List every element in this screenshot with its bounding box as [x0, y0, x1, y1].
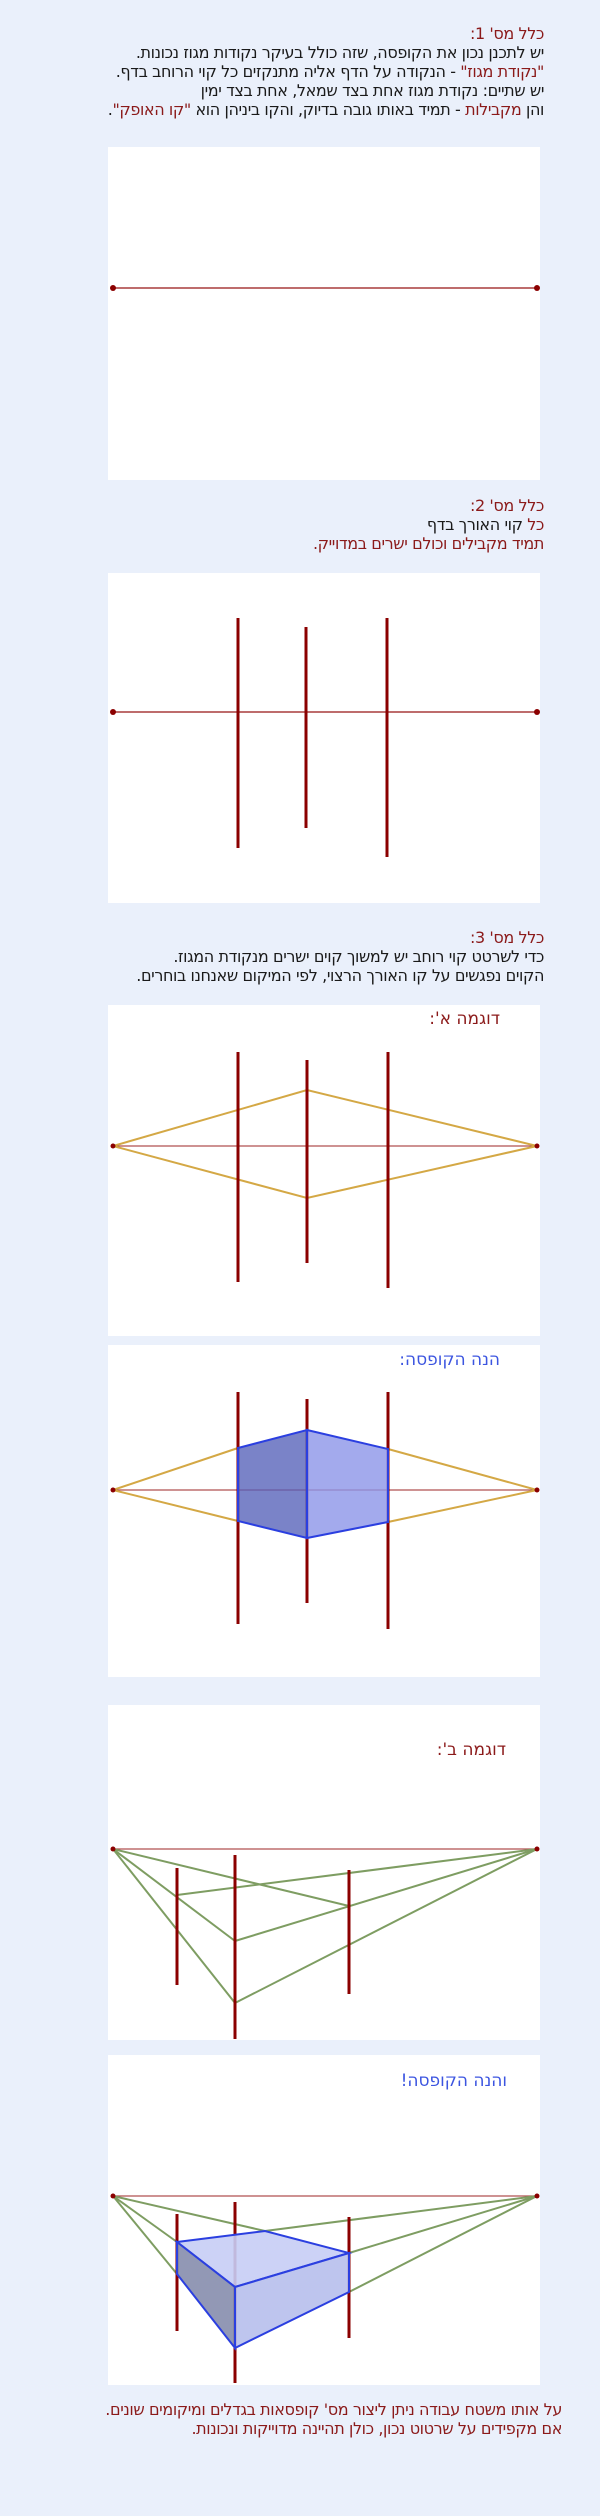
guide-line	[112, 1489, 239, 1522]
guide-line-lower	[112, 1145, 538, 1200]
vanishing-point-right	[534, 1143, 540, 1149]
box-right-face	[306, 1428, 389, 1540]
rule2-title: כלל מס' 2:	[469, 496, 544, 515]
vanishing-point-left	[110, 2193, 116, 2199]
guide-line	[112, 1848, 236, 1942]
guide-line	[234, 1848, 538, 1942]
term-parallel: מקבילות	[465, 100, 522, 119]
diagram-box-a: הנה הקופסה:	[108, 1345, 540, 1677]
closing-line1: על אותו משטח עבודה ניתן ליצור מס' קופסאו…	[105, 2400, 562, 2419]
rule2-line1: כל קוי האורך בדף	[313, 515, 544, 534]
vanishing-point-left	[110, 709, 116, 715]
guide-line	[112, 2195, 178, 2243]
rule1-line4-b: - תמיד באותו גובה בדיוק, והקו ביניהן הוא	[190, 100, 466, 119]
guide-line	[176, 1848, 538, 1896]
guide-line	[234, 1848, 538, 2004]
guide-line	[112, 1848, 350, 1907]
guide-line	[112, 1447, 239, 1491]
vanishing-point-right	[534, 1846, 540, 1852]
rule1-title: כלל מס' 1:	[469, 24, 544, 43]
vanishing-point-left	[110, 1143, 116, 1149]
horizon-svg	[110, 285, 540, 291]
vanishing-point-right	[534, 2193, 540, 2199]
vanishing-point-left	[110, 1846, 116, 1852]
rule1-line3: יש שתיים: נקודת מגוז אחת בצד שמאל, אחת ב…	[200, 81, 545, 100]
vanishing-point-right	[534, 285, 540, 291]
vanishing-point-right	[534, 709, 540, 715]
guide-line	[387, 1489, 538, 1523]
diagram-example-b: דוגמה ב':	[108, 1705, 540, 2040]
rule1-line2: "נקודת מגוז" - הנקודה על הדף אליה מתנקזי…	[108, 62, 545, 81]
guide-line	[112, 2195, 178, 2275]
diagram-box-b: והנה הקופסה!	[108, 2055, 540, 2385]
box-b-title: והנה הקופסה!	[400, 2071, 507, 2091]
guide-line	[264, 2195, 538, 2232]
box-a-title: הנה הקופסה:	[399, 1350, 500, 1370]
diagram-horizon	[108, 147, 540, 480]
guide-line	[348, 2195, 538, 2293]
box-left-face	[237, 1428, 308, 1540]
term-vanishing-point: "נקודת מגוז"	[460, 62, 544, 81]
guide-line	[112, 1848, 236, 2004]
rule2-text: כלל מס' 2: כל קוי האורך בדף תמיד מקבילים…	[313, 496, 544, 553]
guide-line	[387, 1448, 538, 1491]
example-b-title: דוגמה ב':	[436, 1740, 506, 1760]
example-b-svg	[110, 1846, 540, 2039]
closing-text: על אותו משטח עבודה ניתן ליצור מס' קופסאו…	[105, 2400, 562, 2438]
rule3-title: כלל מס' 3:	[469, 928, 544, 947]
rule2-line2: תמיד מקבילים וכולם ישרים במדוייק.	[312, 534, 544, 553]
rule2-line1-red: כל	[527, 515, 544, 534]
vanishing-point-left	[110, 1487, 116, 1493]
diagram-example-a: דוגמה א':	[108, 1005, 540, 1336]
term-horizon-line: "קו האופק"	[112, 100, 191, 119]
vanishing-point-left	[110, 285, 116, 291]
rule3-line2: הקוים נפגשים על קו האורך הרצוי, לפי המיק…	[136, 966, 544, 985]
rule1-line4: והן מקבילות - תמיד באותו גובה בדיוק, והק…	[107, 100, 545, 119]
guide-line-upper	[112, 1088, 538, 1147]
rule3-line1: כדי לשרטט קוי רוחב יש למשוך קוים ישרים מ…	[173, 947, 544, 966]
rule1-line4-c: .	[107, 100, 113, 119]
rule2-line1-rest: קוי האורך בדף	[426, 515, 528, 534]
example-a-svg	[110, 1052, 540, 1288]
guide-line	[348, 2195, 538, 2254]
diagram-verticals	[108, 573, 540, 903]
box-b-svg	[110, 2193, 540, 2383]
vanishing-point-right	[534, 1487, 540, 1493]
rule3-text: כלל מס' 3: כדי לשרטט קוי רוחב יש למשוך ק…	[136, 928, 544, 985]
verticals-svg	[110, 618, 540, 857]
example-a-title: דוגמה א':	[429, 1009, 500, 1029]
guide-line	[112, 2195, 266, 2232]
box-right-face	[234, 2251, 350, 2350]
rule1-line2-text: - הנקודה על הדף אליה מתנקזים כל קוי הרוח…	[115, 62, 461, 81]
box-a-svg	[110, 1392, 540, 1629]
rule1-line1: יש לתכנן נכון את הקופסה, שזה כולל בעיקר …	[135, 43, 545, 62]
rule1-text: כלל מס' 1: יש לתכנן נכון את הקופסה, שזה …	[107, 24, 545, 119]
rule1-line4-a: והן	[521, 100, 544, 119]
closing-line2: אם מקפידים על שרטוט נכון, כולן תהיינה מד…	[191, 2419, 562, 2438]
